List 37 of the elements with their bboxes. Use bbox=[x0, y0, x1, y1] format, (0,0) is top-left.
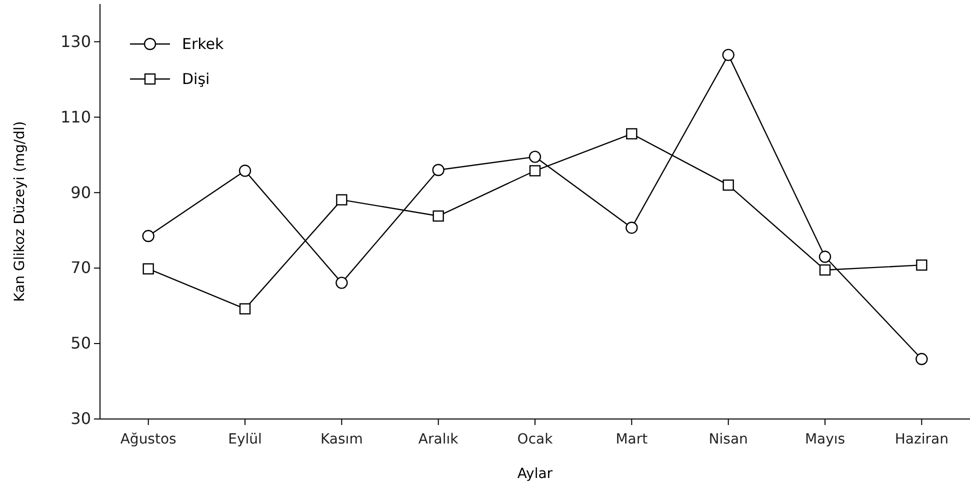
legend-label: Erkek bbox=[182, 35, 224, 53]
y-axis-title: Kan Glikoz Düzeyi (mg/dl) bbox=[12, 121, 28, 302]
x-tick-label: Aralık bbox=[418, 431, 460, 448]
x-tick-label: Haziran bbox=[894, 431, 948, 448]
point bbox=[336, 276, 348, 289]
point bbox=[238, 164, 252, 177]
point bbox=[819, 264, 831, 276]
y-tick-label: 70 bbox=[70, 258, 91, 278]
point bbox=[432, 164, 444, 176]
y-tick-label: 130 bbox=[60, 32, 91, 51]
legend-label: Dişi bbox=[182, 70, 210, 88]
point bbox=[432, 210, 444, 222]
point bbox=[722, 48, 734, 62]
x-tick-label: Mayıs bbox=[804, 431, 846, 448]
x-tick-label: Ağustos bbox=[120, 431, 176, 448]
x-axis-title: Aylar bbox=[517, 466, 553, 482]
y-tick-label: 50 bbox=[70, 334, 91, 353]
x-tick-label: Kasım bbox=[320, 431, 363, 448]
point bbox=[626, 222, 638, 234]
x-tick-label: Eylül bbox=[228, 431, 262, 448]
y-tick-label: 90 bbox=[70, 182, 91, 202]
point bbox=[916, 352, 928, 366]
x-tick-label: Mart bbox=[616, 431, 648, 448]
point bbox=[626, 128, 638, 140]
point bbox=[818, 250, 832, 263]
y-tick-label: 110 bbox=[60, 107, 91, 126]
y-tick-label: 30 bbox=[70, 409, 91, 428]
point bbox=[239, 303, 251, 314]
x-tick-label: Nisan bbox=[708, 431, 748, 448]
point bbox=[528, 150, 542, 163]
point bbox=[336, 194, 348, 206]
point bbox=[529, 165, 541, 176]
point bbox=[722, 179, 734, 191]
point bbox=[916, 259, 928, 271]
point bbox=[142, 263, 154, 274]
x-tick-label: Ocak bbox=[517, 431, 554, 448]
point bbox=[142, 230, 154, 242]
